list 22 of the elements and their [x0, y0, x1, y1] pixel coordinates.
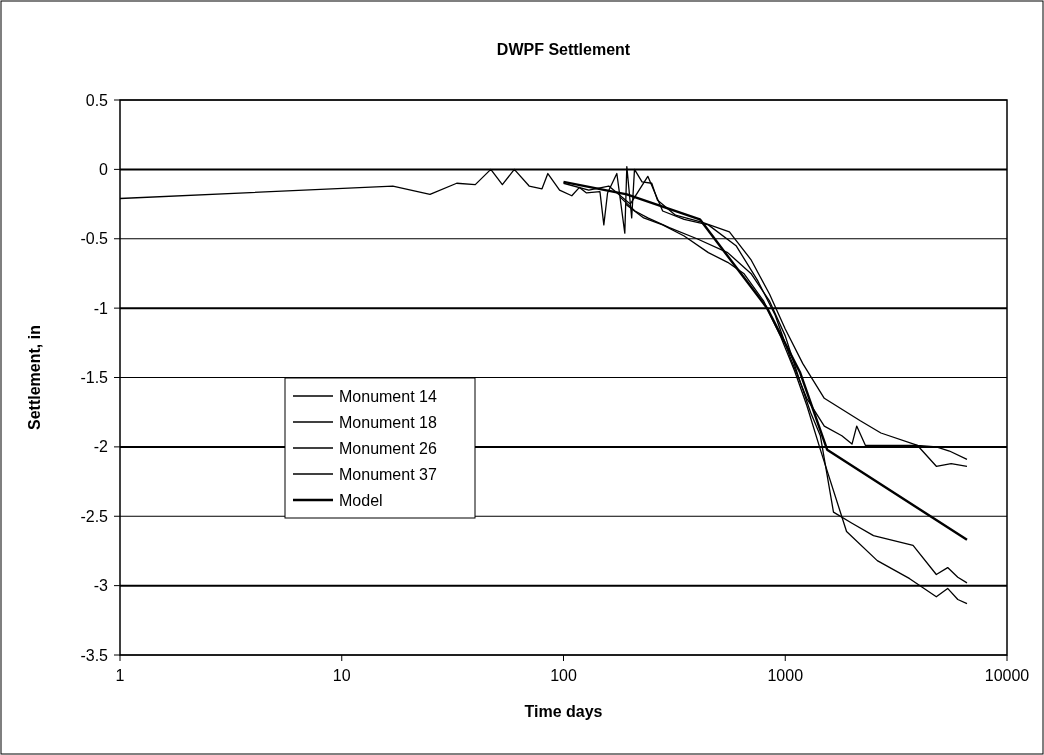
legend-label: Monument 14: [339, 387, 437, 405]
y-tick-label: -0.5: [80, 230, 109, 248]
x-tick-label: 1: [115, 667, 125, 684]
y-axis-title: Settlement, in: [26, 325, 43, 430]
legend-label: Model: [339, 491, 383, 509]
y-tick-label: 0: [99, 160, 109, 178]
legend-label: Monument 37: [339, 465, 437, 483]
legend-label: Monument 18: [339, 413, 437, 431]
x-axis-title: Time days: [524, 703, 603, 720]
x-tick-label: 1000: [767, 667, 804, 684]
y-tick-label: -2.5: [80, 507, 109, 525]
x-tick-label: 10000: [984, 667, 1030, 684]
y-tick-label: -1: [93, 299, 109, 317]
x-tick-label: 10: [332, 667, 351, 684]
y-tick-label: -2: [93, 438, 109, 456]
chart-title: DWPF Settlement: [496, 41, 631, 58]
y-tick-label: -3.5: [80, 646, 109, 664]
x-tick-label: 100: [550, 667, 577, 684]
y-tick-label: 0.5: [85, 91, 109, 109]
y-tick-label: -3: [93, 577, 109, 595]
y-tick-label: -1.5: [80, 369, 109, 387]
legend-label: Monument 26: [339, 439, 437, 457]
